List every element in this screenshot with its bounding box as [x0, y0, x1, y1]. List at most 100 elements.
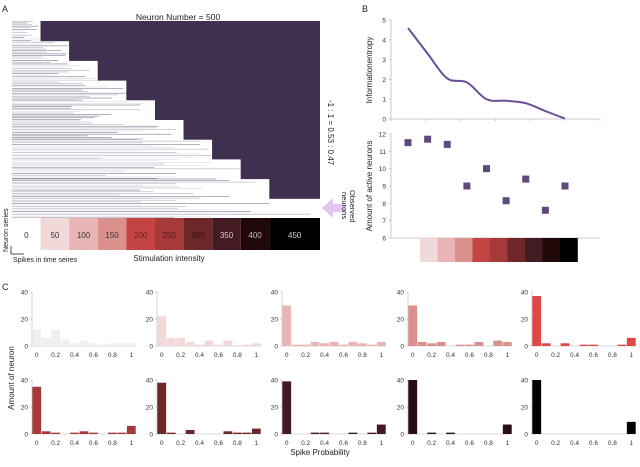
stim-cell-450	[269, 218, 320, 250]
hist-ytick-label: 0	[24, 344, 28, 351]
neuron-series-label: Neuron series	[3, 208, 10, 252]
hist-bar	[166, 432, 176, 434]
hist-xtick-label: 1	[505, 352, 509, 359]
hist-xtick-label: 1	[505, 440, 509, 447]
raster-line	[12, 162, 211, 163]
raster-line	[12, 215, 212, 217]
scatter-point	[463, 182, 471, 190]
scatter-ytick-label: 9	[382, 184, 386, 191]
panel-c-label: C	[2, 282, 9, 292]
hist-bar	[185, 429, 195, 434]
stim-cell-0	[12, 218, 41, 250]
observed-neurons-arrow-icon	[322, 198, 345, 218]
hist-bar	[367, 432, 377, 434]
histogram-150: 0 20 40 0 0.2 0.4 0.6 0.8 1	[397, 290, 512, 359]
hist-bar	[251, 343, 261, 346]
hist-bar	[223, 340, 233, 346]
line-ytick-label: 5	[382, 18, 386, 25]
stimulation-intensity-label: Stimulation intensity	[133, 254, 204, 263]
raster-line	[12, 194, 120, 196]
hist-bar	[532, 296, 542, 346]
hist-bar	[79, 340, 89, 346]
hist-xtick-label: 0.6	[89, 440, 98, 447]
hist-xtick-label: 0.8	[233, 440, 242, 447]
raster-line	[12, 45, 69, 47]
hist-bar	[502, 341, 512, 346]
hist-bar	[589, 344, 598, 346]
raster-line	[12, 206, 187, 207]
entropy-line	[407, 27, 566, 120]
hist-ytick-label: 20	[521, 405, 529, 412]
hist-xtick-label: 0	[35, 440, 39, 447]
strip-cell-6	[525, 238, 543, 262]
hist-bar	[89, 432, 98, 434]
hist-bar	[232, 432, 242, 434]
raster-line	[12, 174, 107, 176]
hist-bar	[367, 344, 377, 346]
hist-xtick-label: 0.4	[570, 440, 579, 447]
raster-line	[12, 58, 49, 59]
hist-ytick-label: 40	[397, 378, 405, 385]
hist-xtick-label: 0.2	[301, 440, 310, 447]
raster-line	[12, 59, 58, 61]
stimulation-strip: 0 50 100 150 200 250 300 350 400 450	[12, 218, 320, 250]
strip-cell-2	[455, 238, 473, 262]
hist-ytick-label: 0	[524, 432, 528, 439]
raster-line	[12, 29, 37, 30]
raster-line	[12, 163, 165, 165]
hist-xtick-label: 0.8	[108, 440, 117, 447]
observed-label-2: neurons	[340, 192, 349, 219]
raster-line	[12, 115, 100, 117]
raster-mask	[269, 178, 320, 199]
hist-ytick-label: 20	[521, 317, 529, 324]
raster-line	[12, 50, 62, 51]
raster-line	[12, 121, 90, 122]
hist-bar	[339, 344, 348, 346]
hist-ytick-label: 40	[271, 378, 279, 385]
hist-xtick-label: 0.6	[589, 440, 598, 447]
raster-line	[12, 106, 73, 107]
hist-xtick-label: 0.8	[484, 352, 493, 359]
hist-bar	[408, 380, 418, 434]
raster-line	[12, 156, 192, 158]
raster-line	[12, 207, 179, 209]
hist-xtick-label: 1	[629, 352, 633, 359]
hist-xtick-label: 0.6	[465, 352, 474, 359]
hist-bar	[310, 432, 320, 434]
raster-line	[12, 165, 203, 166]
raster-line	[12, 122, 92, 124]
raster-line	[12, 80, 102, 81]
strip-cell-4	[490, 238, 508, 262]
scatter-ytick-label: 6	[382, 236, 386, 243]
raster-line	[12, 153, 202, 155]
raster-line	[12, 188, 203, 189]
histogram-400: 0 20 40 0 0.2 0.4 0.6 0.8 1	[397, 378, 512, 447]
raster-line	[12, 42, 54, 43]
hist-bar	[465, 344, 474, 346]
raster-line	[12, 211, 252, 212]
hist-bar	[32, 386, 42, 434]
raster-line	[12, 197, 201, 199]
raster-line	[12, 60, 58, 62]
hist-xtick-label: 1	[254, 352, 258, 359]
raster-line	[12, 144, 201, 145]
histogram-450: 0 20 40 0 0.2 0.4 0.6 0.8 1	[521, 378, 636, 447]
raster-mask	[240, 158, 320, 180]
hist-xtick-label: 0	[535, 352, 539, 359]
hist-ytick-label: 0	[274, 432, 278, 439]
hist-bar	[251, 428, 261, 434]
raster-line	[12, 24, 33, 25]
scatter-point	[541, 206, 549, 214]
scatter-point	[561, 182, 569, 190]
hist-xtick-label: 0.6	[465, 440, 474, 447]
hist-bar	[32, 329, 42, 346]
raster-line	[12, 117, 95, 119]
hist-bar	[70, 343, 79, 346]
scatter-ytick-label: 10	[379, 166, 387, 173]
hist-bar	[107, 343, 117, 346]
hist-bar	[329, 341, 339, 346]
hist-bar	[502, 424, 512, 434]
hist-xtick-label: 0.6	[339, 440, 348, 447]
stim-label-200: 200	[134, 231, 148, 240]
raster-line	[12, 84, 85, 86]
